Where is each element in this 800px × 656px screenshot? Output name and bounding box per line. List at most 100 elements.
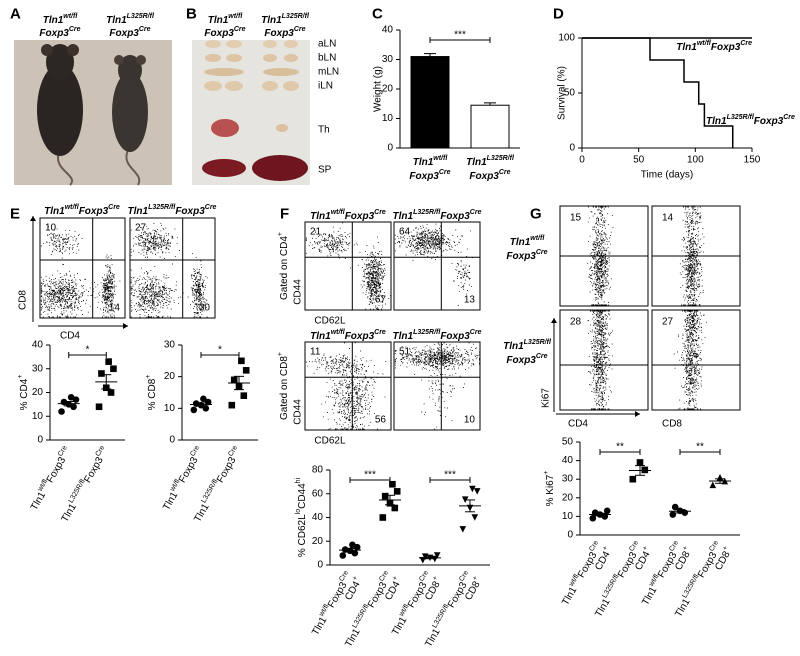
x-tick-label: Tln1L325R/flFoxp3Cre <box>58 444 111 524</box>
x-tick-label: Tln1L325R/flFoxp3Cre <box>342 569 395 649</box>
y-tick-label: 80 <box>312 465 324 476</box>
dot <box>107 389 115 396</box>
label-sup: L325R/fl <box>524 339 552 346</box>
x-tick-label: 0 <box>579 155 585 166</box>
dot <box>709 481 717 489</box>
x-axis-label: Time (days) <box>641 170 693 181</box>
y-tick-label: 40 <box>562 455 574 466</box>
y-tick-label: 10 <box>164 403 176 414</box>
y-tick-label: 0 <box>169 435 175 446</box>
label-part: Tln1 <box>43 15 64 26</box>
label-part: Tln1 <box>161 489 180 512</box>
y-tick-label: 10 <box>32 411 44 422</box>
label-part: Foxp3 <box>264 28 294 39</box>
label-sup: Cre <box>95 444 107 457</box>
label-sup: L325R/fl <box>282 13 310 20</box>
y-tick-label: 40 <box>32 340 44 351</box>
label-sup: L325R/fl <box>681 573 700 599</box>
dot <box>589 514 597 522</box>
gate-percent: 27 <box>662 317 674 328</box>
organ <box>263 54 277 62</box>
label-part: Tln1 <box>393 331 414 342</box>
dot <box>242 367 250 374</box>
y-tick-label: 20 <box>32 387 44 398</box>
label-part: Tln1 <box>423 626 442 649</box>
label-sup: Cre <box>536 353 548 360</box>
flow-frame <box>304 341 392 431</box>
x-tick-label: 50 <box>633 155 645 166</box>
label-part: CD8 <box>463 579 483 602</box>
mouse-body <box>112 72 148 152</box>
label-sup: Cre <box>708 539 720 552</box>
label-part: CD4 <box>633 549 653 572</box>
mouse-ear <box>41 44 53 56</box>
label-part: Tln1 <box>192 501 211 524</box>
y-axis-label: % Ki67+ <box>543 471 556 507</box>
label-part: Foxp3 <box>506 355 536 366</box>
mouse-head <box>46 44 74 80</box>
organ <box>205 54 221 62</box>
arrow-head <box>635 411 640 417</box>
flow-frame <box>129 217 216 319</box>
gate-percent: 10 <box>45 223 57 234</box>
label-part: Foxp3 <box>79 206 109 217</box>
flow-title: Tln1L325R/flFoxp3Cre <box>128 204 217 217</box>
organ <box>205 40 221 48</box>
panel-letter: G <box>530 206 542 223</box>
y-axis-label: % CD62LloCD44hi <box>295 477 308 557</box>
y-tick-label: 20 <box>562 492 574 503</box>
label-part: Tln1 <box>503 341 524 352</box>
flow-frame <box>393 221 481 311</box>
label-sup: wt/fl <box>228 13 243 20</box>
label-part: Tln1 <box>466 157 487 168</box>
x-tick-label: Tln1L325R/flFoxp3Cre <box>592 539 645 619</box>
label-part: Tln1 <box>640 584 659 607</box>
x-tick-label: Tln1L325R/fl <box>466 155 515 168</box>
label-sup: L325R/fl <box>351 603 370 629</box>
x-tick-label-group: Tln1L325R/flFoxp3Cre <box>192 444 239 524</box>
dot <box>67 393 75 401</box>
significance-label: * <box>86 345 90 356</box>
label-part: Foxp3 <box>82 455 106 485</box>
label-sup: Cre <box>499 169 511 176</box>
label-part: Tln1 <box>310 614 329 637</box>
genotype-label: Tln1L325R/fl <box>106 13 155 26</box>
flow-dots <box>673 310 707 410</box>
x-tick-label-group: Tln1L325R/flFoxp3Cre <box>58 444 111 524</box>
y-tick-label: 0 <box>569 143 575 154</box>
y-tick-label: 10 <box>382 113 394 124</box>
panel-letter: C <box>372 6 383 23</box>
label-part: Foxp3 <box>204 28 234 39</box>
label-sup: Cre <box>740 40 752 47</box>
label-sup: L325R/fl <box>601 573 620 599</box>
flow-frame <box>39 217 126 319</box>
label-sup: + <box>681 545 689 552</box>
label-part: Tln1 <box>28 489 47 512</box>
genotype-label: Tln1wt/fl <box>208 13 244 26</box>
gate-percent: 28 <box>570 317 582 328</box>
y-tick-label: 50 <box>564 88 576 99</box>
dot <box>391 504 399 512</box>
label-part: Foxp3 <box>109 28 139 39</box>
label-sup: Cre <box>588 539 600 552</box>
gate-percent: 15 <box>570 213 582 224</box>
significance-label: *** <box>454 30 466 41</box>
survival-line <box>582 37 734 148</box>
label-part: CD8 <box>673 549 693 572</box>
label-sup: Cre <box>294 26 306 33</box>
gate-percent: 10 <box>464 415 476 426</box>
dot <box>379 514 387 521</box>
flow-title: Tln1wt/flFoxp3Cre <box>44 204 120 217</box>
dot <box>202 405 210 412</box>
dot <box>603 507 611 515</box>
mouse-ear <box>114 55 124 65</box>
y-tick-label: 0 <box>567 530 573 541</box>
label-sup: wt/fl <box>697 40 712 47</box>
genotype-label: Tln1L325R/fl <box>503 339 552 352</box>
genotype-label: Foxp3Cre <box>264 26 305 39</box>
flow-dots <box>394 342 480 430</box>
significance-label: ** <box>616 442 624 453</box>
organ-label: iLN <box>318 81 333 92</box>
x-tick-label: Tln1wt/flFoxp3Cre <box>27 444 73 512</box>
